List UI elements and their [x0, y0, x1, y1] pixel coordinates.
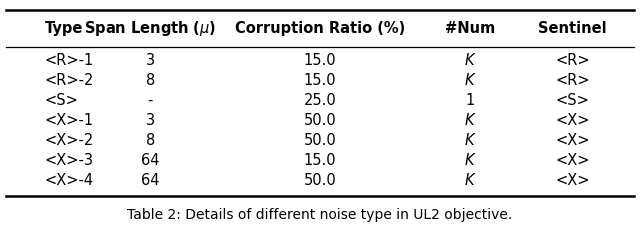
- Text: 3: 3: [146, 113, 155, 128]
- Text: <X>-3: <X>-3: [45, 153, 94, 168]
- Text: <R>-1: <R>-1: [45, 53, 94, 68]
- Text: 1: 1: [466, 93, 475, 108]
- Text: $K$: $K$: [464, 52, 477, 68]
- Text: 64: 64: [141, 153, 159, 168]
- Text: <X>: <X>: [556, 133, 590, 148]
- Text: <X>-2: <X>-2: [45, 133, 94, 148]
- Text: <X>: <X>: [556, 173, 590, 188]
- Text: $K$: $K$: [464, 72, 477, 88]
- Text: 50.0: 50.0: [303, 173, 337, 188]
- Text: 15.0: 15.0: [304, 53, 336, 68]
- Text: 25.0: 25.0: [303, 93, 337, 108]
- Text: Table 2: Details of different noise type in UL2 objective.: Table 2: Details of different noise type…: [127, 207, 513, 222]
- Text: 15.0: 15.0: [304, 73, 336, 88]
- Text: <R>: <R>: [556, 73, 590, 88]
- Text: <X>-1: <X>-1: [45, 113, 94, 128]
- Text: -: -: [148, 93, 153, 108]
- Text: $K$: $K$: [464, 152, 477, 168]
- Text: #Num: #Num: [445, 21, 495, 36]
- Text: Sentinel: Sentinel: [538, 21, 607, 36]
- Text: Type: Type: [45, 21, 83, 36]
- Text: 50.0: 50.0: [303, 113, 337, 128]
- Text: $K$: $K$: [464, 132, 477, 148]
- Text: <X>-4: <X>-4: [45, 173, 94, 188]
- Text: <X>: <X>: [556, 153, 590, 168]
- Text: <S>: <S>: [45, 93, 79, 108]
- Text: 15.0: 15.0: [304, 153, 336, 168]
- Text: <X>: <X>: [556, 113, 590, 128]
- Text: <R>-2: <R>-2: [45, 73, 94, 88]
- Text: 8: 8: [146, 73, 155, 88]
- Text: $K$: $K$: [464, 112, 477, 128]
- Text: Corruption Ratio (%): Corruption Ratio (%): [235, 21, 405, 36]
- Text: 8: 8: [146, 133, 155, 148]
- Text: 3: 3: [146, 53, 155, 68]
- Text: 64: 64: [141, 173, 159, 188]
- Text: Span Length ($\mu$): Span Length ($\mu$): [84, 19, 216, 38]
- Text: $K$: $K$: [464, 172, 477, 188]
- Text: 50.0: 50.0: [303, 133, 337, 148]
- Text: <S>: <S>: [556, 93, 589, 108]
- Text: <R>: <R>: [556, 53, 590, 68]
